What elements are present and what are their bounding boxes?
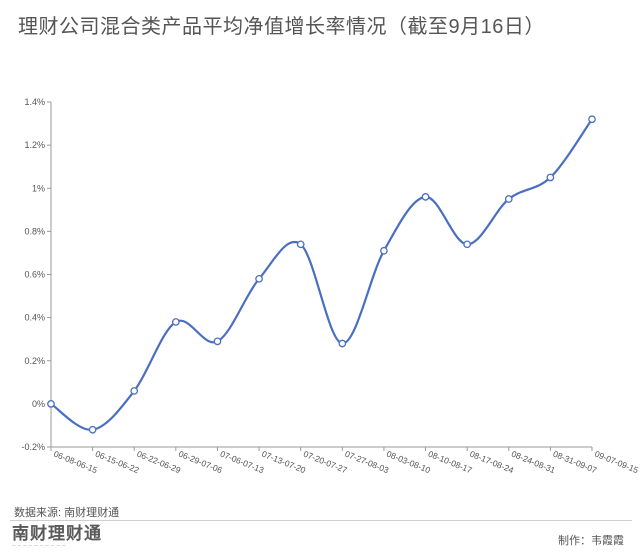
y-tick-label: 0.4%	[24, 313, 45, 323]
y-tick-label: 1.2%	[24, 140, 45, 150]
x-tick-label: 09-07-09-15	[593, 449, 640, 476]
data-point	[130, 387, 139, 395]
y-tick-label: 0.2%	[24, 356, 45, 366]
data-point	[213, 337, 222, 346]
y-tick-label: 0%	[32, 399, 45, 409]
series-line	[50, 118, 593, 431]
x-tick-label: 07-20-07-27	[302, 449, 349, 476]
x-tick-label: 06-29-07-06	[177, 449, 224, 476]
y-tick-label: 0.8%	[24, 226, 45, 236]
y-axis-ticks: 1.4% 1.2% 1% 0.8% 0.6% 0.4% 0.2% 0% -0.2%	[21, 97, 51, 452]
logo-subline: ──────────	[12, 543, 68, 549]
x-tick-label: 08-10-08-17	[427, 449, 474, 476]
x-tick-label: 08-31-09-07	[552, 449, 599, 476]
x-tick-label: 08-24-08-31	[510, 449, 557, 476]
data-point	[255, 274, 263, 283]
data-point	[296, 240, 305, 249]
data-point	[588, 115, 596, 124]
data-point	[546, 173, 555, 182]
data-point	[338, 339, 347, 348]
data-point	[504, 195, 513, 203]
y-tick-label: 1%	[32, 183, 45, 193]
data-point	[463, 240, 472, 249]
point-layer	[47, 115, 596, 434]
x-tick-label: 07-13-07-20	[260, 449, 307, 476]
y-tick-label: 0.6%	[24, 270, 45, 280]
nancai-licaitong-logo: 南财理财通 ──────────	[12, 525, 122, 549]
data-point	[380, 246, 388, 255]
credit-text: 制作：韦霞霞	[558, 535, 624, 547]
data-point	[88, 425, 97, 434]
y-tick-label: 1.4%	[24, 97, 45, 107]
series-layer	[50, 118, 593, 431]
line-chart: 1.4% 1.2% 1% 0.8% 0.6% 0.4% 0.2% 0% -0.2% 06-08-…	[21, 97, 640, 476]
data-point	[47, 400, 55, 408]
data-source: 数据来源: 南财理财通	[14, 507, 120, 519]
footer-divider	[10, 520, 632, 521]
data-point	[171, 318, 180, 326]
x-tick-label: 06-15-06-22	[94, 449, 141, 476]
data-point	[421, 193, 430, 201]
logo-text: 南财理财通	[12, 524, 102, 544]
x-axis-ticks: 06-08-06-1506-15-06-2206-22-06-2906-29-0…	[50, 447, 640, 476]
chart-title: 理财公司混合类产品平均净值增长率情况（截至9月16日）	[18, 16, 545, 38]
x-tick-label: 08-03-08-10	[385, 449, 432, 476]
x-tick-label: 07-27-08-03	[344, 449, 391, 476]
y-tick-label: -0.2%	[21, 442, 45, 452]
x-tick-label: 08-17-08-24	[468, 449, 515, 476]
x-tick-label: 07-06-07-13	[219, 449, 266, 476]
x-tick-label: 06-22-06-29	[135, 449, 182, 476]
x-tick-label: 06-08-06-15	[52, 449, 99, 476]
